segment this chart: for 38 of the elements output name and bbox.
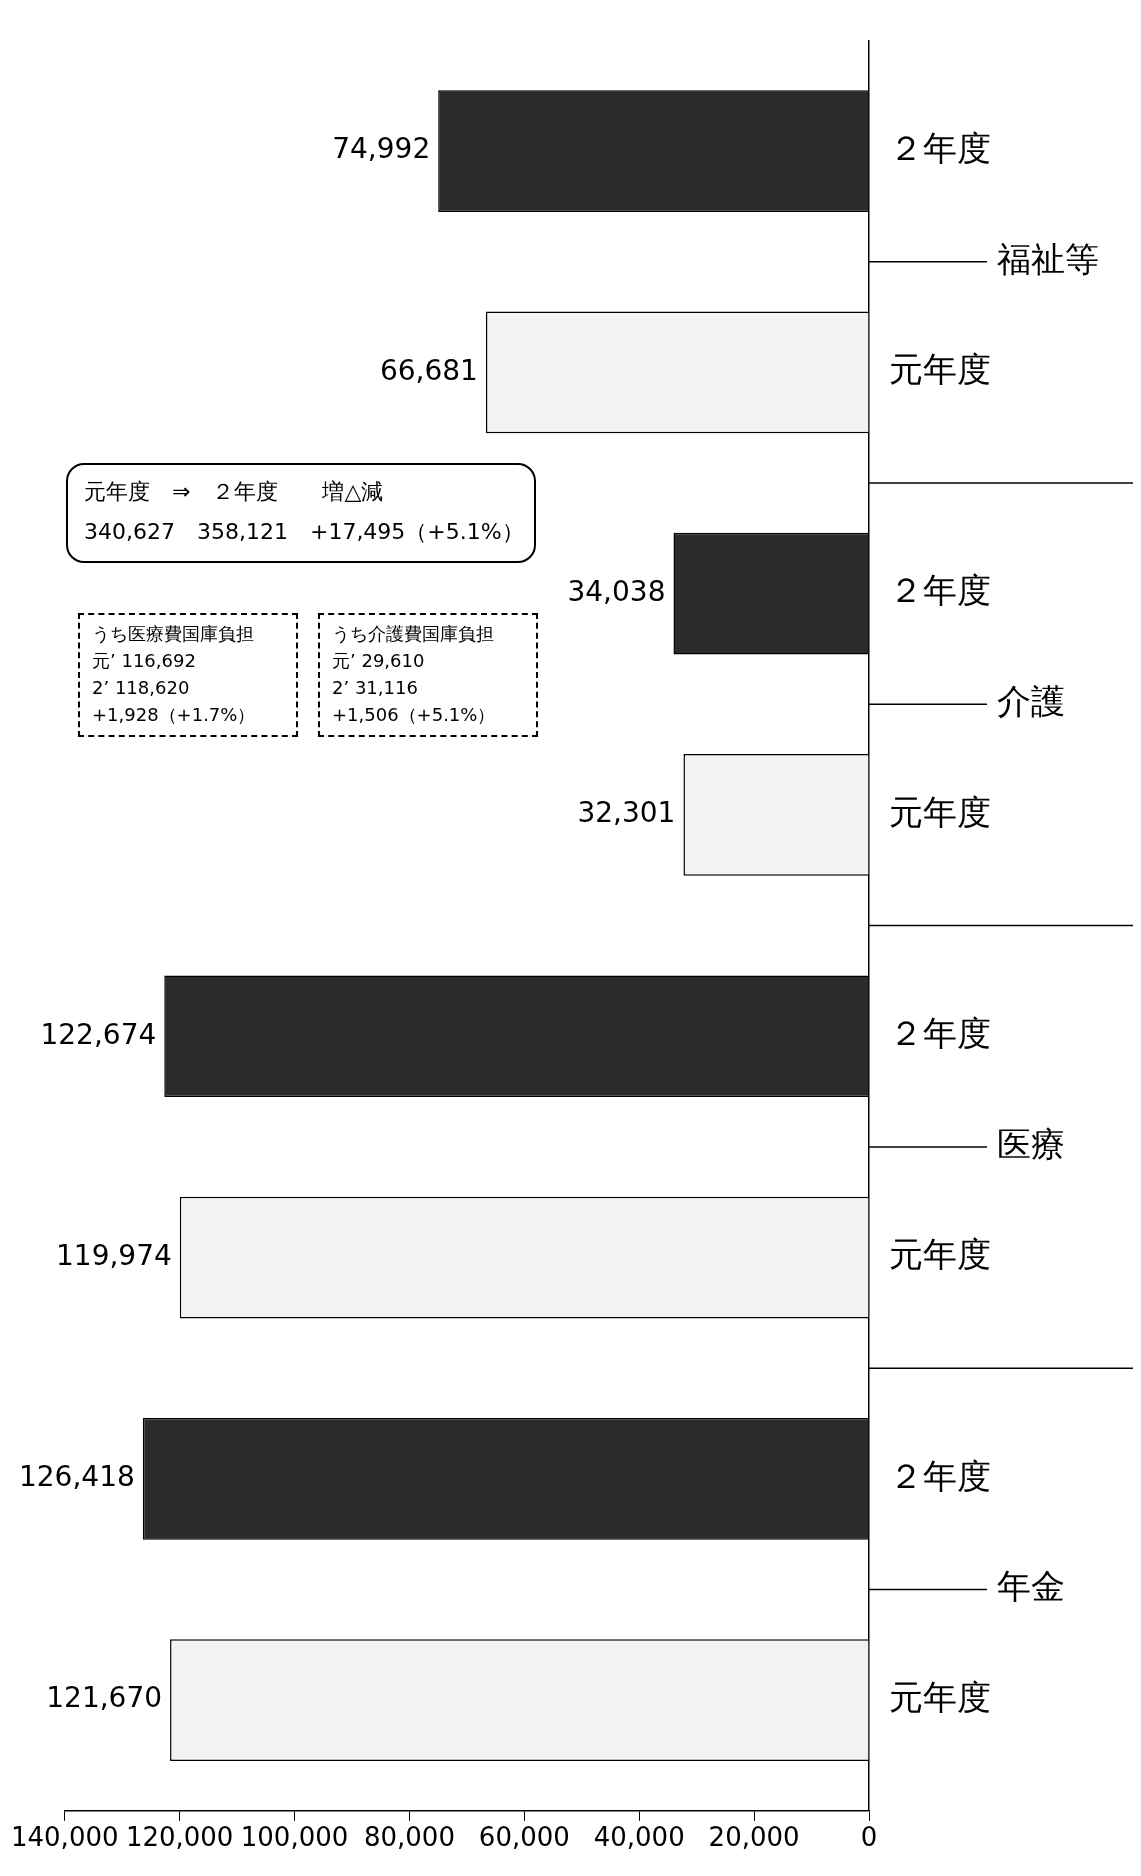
annotation: 元’ 116,692 bbox=[92, 649, 196, 671]
data-label: 126,418 bbox=[18, 1460, 135, 1494]
annotation: 340,627 358,121 +17,495（+5.1%） bbox=[84, 518, 524, 544]
annotation: 2’ 31,116 bbox=[332, 676, 418, 698]
x-tick-label: 20,000 bbox=[708, 1822, 800, 1853]
y-tick-label: ２年度 bbox=[889, 1013, 991, 1054]
text: 医療 bbox=[997, 1123, 1065, 1164]
data-label: 122,674 bbox=[40, 1017, 157, 1051]
x-tick-label: 60,000 bbox=[478, 1822, 570, 1853]
y-tick-label: ２年度 bbox=[889, 1455, 991, 1496]
text: 福祉等 bbox=[997, 238, 1099, 279]
y-tick-label: ２年度 bbox=[889, 127, 991, 168]
text: 年金 bbox=[997, 1566, 1065, 1607]
annotation: うち医療費国庫負担 bbox=[92, 622, 254, 644]
data-label: 34,038 bbox=[567, 574, 666, 608]
annotation: うち介護費国庫負担 bbox=[332, 622, 494, 644]
y-tick-label: 元年度 bbox=[889, 1676, 991, 1717]
annotation: +1,928（+1.7%） bbox=[92, 703, 256, 725]
text: 介護 bbox=[997, 681, 1065, 722]
x-tick-label: 80,000 bbox=[363, 1822, 455, 1853]
x-tick-label: 140,000 bbox=[10, 1822, 119, 1853]
data-label: 32,301 bbox=[577, 796, 676, 830]
data-label: 66,681 bbox=[379, 353, 478, 387]
x-tick-label: 100,000 bbox=[240, 1822, 349, 1853]
y-tick-label: 元年度 bbox=[889, 349, 991, 390]
y-tick-label: ２年度 bbox=[889, 570, 991, 611]
y-tick-label: 元年度 bbox=[889, 1234, 991, 1275]
annotation: 2’ 118,620 bbox=[92, 676, 190, 698]
annotation: 元年度 ⇒ ２年度 増△減 bbox=[84, 478, 384, 504]
data-label: 74,992 bbox=[332, 132, 431, 166]
x-tick-label: 120,000 bbox=[125, 1822, 234, 1853]
data-label: 119,974 bbox=[56, 1238, 172, 1272]
x-tick-label: 0 bbox=[860, 1822, 878, 1853]
y-tick-label: 元年度 bbox=[889, 791, 991, 832]
x-tick-label: 40,000 bbox=[593, 1822, 685, 1853]
data-label: 121,670 bbox=[46, 1681, 163, 1715]
annotation: +1,506（+5.1%） bbox=[332, 703, 496, 725]
annotation: 元’ 29,610 bbox=[332, 649, 425, 671]
